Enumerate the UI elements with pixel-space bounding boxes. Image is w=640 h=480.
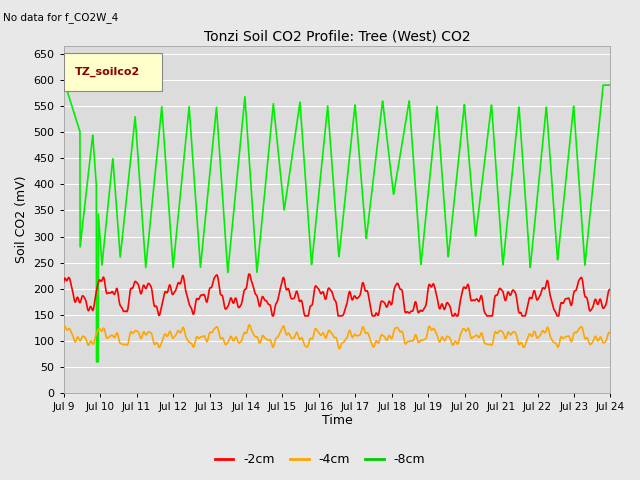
Legend: -2cm, -4cm, -8cm: -2cm, -4cm, -8cm [209,448,431,471]
Y-axis label: Soil CO2 (mV): Soil CO2 (mV) [15,176,28,264]
FancyBboxPatch shape [64,53,162,91]
Title: Tonzi Soil CO2 Profile: Tree (West) CO2: Tonzi Soil CO2 Profile: Tree (West) CO2 [204,29,470,43]
X-axis label: Time: Time [322,414,353,427]
Text: No data for f_CO2W_4: No data for f_CO2W_4 [3,12,118,23]
Text: TZ_soilco2: TZ_soilco2 [75,67,140,77]
